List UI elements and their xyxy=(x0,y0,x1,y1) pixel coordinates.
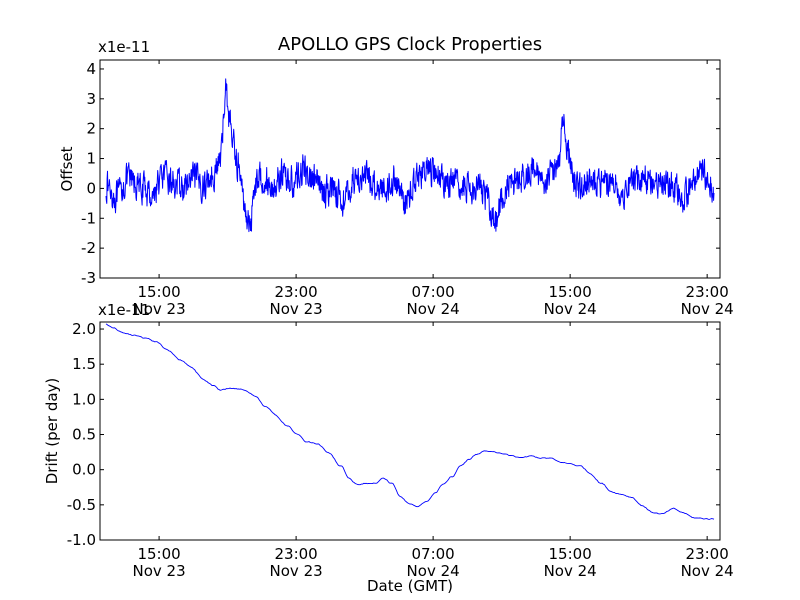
drift-x-tick-label-date: Nov 24 xyxy=(544,562,597,580)
offset-x-tick-label-time: 23:00 xyxy=(686,283,729,301)
drift-panel: x1e-11 Drift (per day) Date (GMT) -1.0 -0… xyxy=(43,301,734,595)
offset-x-tick-label-date: Nov 24 xyxy=(407,300,460,318)
offset-y-tick-label: -1 xyxy=(81,209,96,227)
drift-x-axis-label: Date (GMT) xyxy=(367,577,453,595)
offset-y-tick-label: 2 xyxy=(86,120,96,138)
drift-y-tick-label: 2.0 xyxy=(72,320,96,338)
drift-series-line xyxy=(105,323,715,520)
offset-y-tick-label: -2 xyxy=(81,239,96,257)
drift-series-group xyxy=(105,323,715,520)
drift-y-tick-label: 1.5 xyxy=(72,355,96,373)
offset-y-tick-label: 4 xyxy=(86,60,96,78)
offset-x-tick-label-date: Nov 24 xyxy=(681,300,734,318)
offset-x-tick-label-time: 23:00 xyxy=(274,283,317,301)
offset-x-tick-label-date: Nov 23 xyxy=(133,300,186,318)
drift-y-axis-label: Drift (per day) xyxy=(43,378,61,485)
chart-title: APOLLO GPS Clock Properties xyxy=(278,34,542,55)
offset-y-axis-label: Offset xyxy=(58,146,76,191)
drift-scale-label: x1e-11 xyxy=(98,301,150,319)
offset-x-tick-label-date: Nov 23 xyxy=(270,300,323,318)
offset-y-tick-label: -3 xyxy=(81,269,96,287)
drift-x-tick-label-time: 23:00 xyxy=(274,545,317,563)
drift-x-tick-label-time: 07:00 xyxy=(412,545,455,563)
offset-series-group xyxy=(105,78,715,233)
drift-x-tick-label-time: 15:00 xyxy=(137,545,180,563)
drift-axes-frame xyxy=(99,321,721,541)
drift-y-tick-label: 1.0 xyxy=(72,390,96,408)
offset-axes-frame xyxy=(99,59,721,279)
drift-y-tick-label: -1.0 xyxy=(67,531,96,549)
drift-x-tick-label-time: 23:00 xyxy=(686,545,729,563)
drift-x-tick-label-date: Nov 24 xyxy=(407,562,460,580)
drift-x-tick-label-date: Nov 24 xyxy=(681,562,734,580)
offset-x-tick-label-time: 15:00 xyxy=(137,283,180,301)
drift-y-tick-label: 0.0 xyxy=(72,461,96,479)
drift-x-tick-label-date: Nov 23 xyxy=(133,562,186,580)
offset-y-tick-label: 0 xyxy=(86,179,96,197)
offset-scale-label: x1e-11 xyxy=(98,38,150,56)
offset-series-line xyxy=(105,78,715,233)
offset-y-tick-label: 3 xyxy=(86,90,96,108)
offset-x-tick-label-time: 15:00 xyxy=(549,283,592,301)
drift-y-tick-label: -0.5 xyxy=(67,496,96,514)
offset-y-tick-label: 1 xyxy=(86,150,96,168)
drift-y-tick-label: 0.5 xyxy=(72,426,96,444)
offset-x-tick-label-time: 07:00 xyxy=(412,283,455,301)
offset-x-tick-label-date: Nov 24 xyxy=(544,300,597,318)
drift-x-tick-label-time: 15:00 xyxy=(549,545,592,563)
drift-x-tick-label-date: Nov 23 xyxy=(270,562,323,580)
